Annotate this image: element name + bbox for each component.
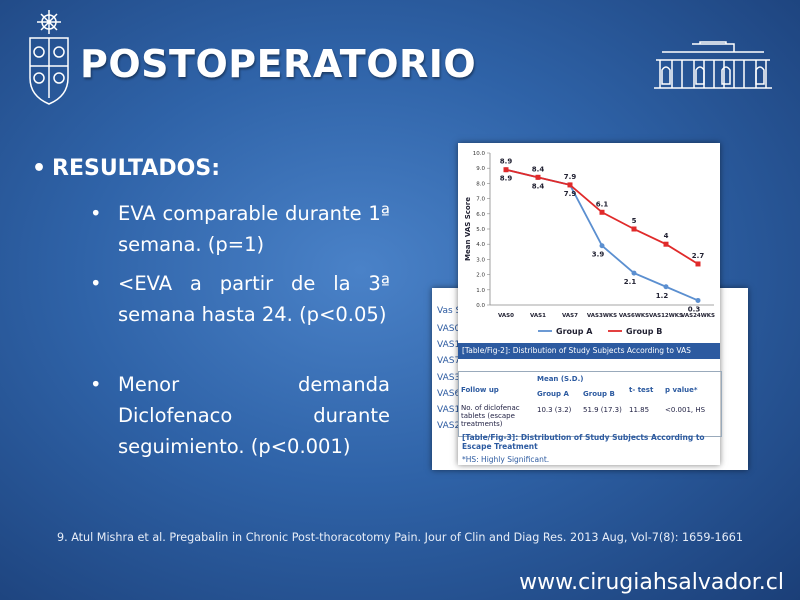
data-label: 7.9 <box>564 190 577 198</box>
table-header: Mean (S.D.) <box>537 375 584 383</box>
x-tick-label: VAS1 <box>530 313 546 319</box>
y-tick-label: 4.0 <box>476 242 485 248</box>
building-icon <box>654 41 772 89</box>
point <box>567 182 573 188</box>
back-row: VAS1 <box>437 340 461 350</box>
y-axis-title: Mean VAS Score <box>464 197 472 261</box>
back-row: VAS7 <box>437 356 461 366</box>
logo <box>29 10 69 105</box>
fig3-caption: [Table/Fig-3]: Distribution of Study Sub… <box>462 433 705 451</box>
table-subheader: Group A <box>537 390 569 398</box>
back-row: VAS2 <box>437 421 461 431</box>
table-subheader: Group B <box>583 390 615 398</box>
table-header: Follow up <box>461 386 499 394</box>
bullet: Menor demanda Diclofenaco durante seguim… <box>90 369 390 462</box>
title: POSTOPERATORIO <box>80 42 477 86</box>
data-label: 5 <box>632 217 637 225</box>
x-tick-label: VAS12WKS <box>649 313 683 319</box>
data-label: 3.9 <box>592 251 605 259</box>
bullet: EVA comparable durante 1ª semana. (p=1) <box>90 198 390 260</box>
bullet-heading: RESULTADOS: <box>32 156 220 181</box>
point <box>535 174 541 180</box>
figure-card: 0.0 1.0 2.0 3.0 4.0 5.0 6.0 7.0 8.0 9.0 10.0 Mean V… <box>458 143 722 465</box>
back-row: VAS6 <box>437 389 461 399</box>
bullet: <EVA a partir de la 3ª semana hasta 24. … <box>90 268 390 330</box>
data-label: 2.7 <box>692 252 705 260</box>
data-label: 8.9 <box>500 175 513 183</box>
y-tick-label: 5.0 <box>476 227 485 233</box>
data-label: 0.3 <box>688 305 701 313</box>
y-tick-label: 3.0 <box>476 257 485 263</box>
point <box>663 284 669 290</box>
y-tick-label: 1.0 <box>476 288 485 294</box>
point <box>663 241 669 247</box>
x-tick-label: VAS3WKS <box>587 313 617 319</box>
back-row: VAS0 <box>437 324 461 334</box>
table-cell: 10.3 (3.2) <box>537 406 572 414</box>
y-tick-label: 9.0 <box>476 166 485 172</box>
table-header: t- test <box>629 386 654 394</box>
x-tick-label: VAS24WKS <box>681 313 715 319</box>
point <box>599 209 605 215</box>
data-label: 8.9 <box>500 158 513 166</box>
table-cell: 51.9 (17.3) <box>583 406 622 414</box>
data-label: 4 <box>664 232 669 240</box>
y-tick-label: 7.0 <box>476 197 485 203</box>
y-tick-label: 0.0 <box>476 303 485 309</box>
website: www.cirugiahsalvador.cl <box>519 570 784 595</box>
y-tick-label: 10.0 <box>473 151 486 157</box>
data-label: 1.2 <box>656 292 669 300</box>
y-tick-label: 2.0 <box>476 273 485 279</box>
y-tick-label: 6.0 <box>476 212 485 218</box>
back-row: VAS3 <box>437 373 461 383</box>
back-row: VAS1 <box>437 405 461 415</box>
data-label: 8.4 <box>532 182 545 190</box>
table-cell: <0.001, HS <box>665 406 706 414</box>
table-note: *HS: Highly Significant. <box>462 455 550 464</box>
data-label: 8.4 <box>532 165 545 173</box>
legend-label: Group A <box>556 327 593 336</box>
point <box>599 243 605 249</box>
point <box>503 167 509 173</box>
x-tick-label: VAS6WKS <box>619 313 649 319</box>
citation: 9. Atul Mishra et al. Pregabalin in Chro… <box>56 531 744 544</box>
x-tick-label: VAS0 <box>498 313 514 319</box>
x-tick-label: VAS7 <box>562 313 578 319</box>
table-header: p value* <box>665 386 698 394</box>
point <box>695 297 701 303</box>
point <box>695 261 701 267</box>
chart: 0.0 1.0 2.0 3.0 4.0 5.0 6.0 7.0 8.0 9.0 10.0 Mean V… <box>464 151 715 336</box>
table-cell: 11.85 <box>629 406 650 414</box>
table: Follow up Mean (S.D.) Group A Group B t-… <box>458 371 722 437</box>
y-tick-label: 8.0 <box>476 181 485 187</box>
legend-label: Group B <box>626 327 662 336</box>
point <box>631 270 637 276</box>
point <box>631 226 637 232</box>
data-label: 7.9 <box>564 173 577 181</box>
back-header: Vas S <box>437 306 462 316</box>
data-label: 6.1 <box>596 200 609 208</box>
table-cell: No. of diclofenac tablets (escape treatm… <box>461 404 520 428</box>
data-label: 2.1 <box>624 278 637 286</box>
fig2-caption: [Table/Fig-2]: Distribution of Study Sub… <box>458 343 720 359</box>
